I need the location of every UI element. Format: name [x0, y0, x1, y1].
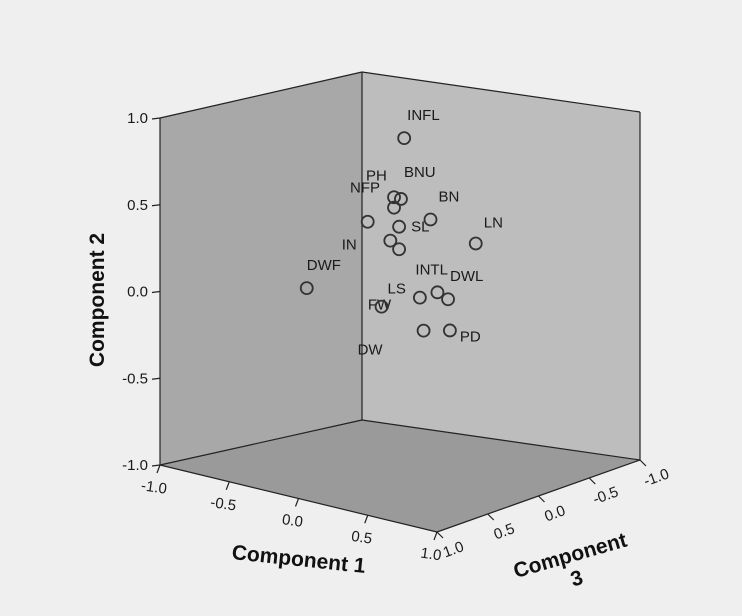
y-tick-label: 0.0 — [127, 284, 148, 301]
y-tick — [151, 377, 161, 380]
data-point-label: FW — [368, 297, 392, 314]
data-point-marker — [394, 192, 408, 206]
y-tick — [151, 464, 161, 467]
data-point-label: PD — [460, 328, 481, 345]
z-tick — [487, 513, 495, 521]
z-tick-label: 0.5 — [492, 520, 517, 543]
x-axis: -1.0 -0.5 0.0 0.5 1.0 — [140, 464, 442, 565]
x-tick — [364, 515, 369, 524]
x-tick-label: 0.5 — [350, 528, 373, 548]
y-tick-label: -0.5 — [122, 370, 148, 387]
y-tick — [151, 117, 161, 120]
x-tick — [294, 498, 300, 507]
data-point-marker — [360, 214, 375, 229]
y-tick-label: 0.5 — [127, 197, 148, 214]
z-tick-label: 1.0 — [441, 538, 466, 561]
plot-box — [159, 71, 641, 533]
data-point-marker — [387, 200, 401, 215]
left-wall — [160, 72, 362, 465]
data-point-label: LN — [484, 214, 503, 231]
data-point-marker — [387, 190, 401, 205]
data-point-label: SL — [411, 219, 429, 236]
data-point-label: NFP — [350, 180, 380, 197]
z-tick — [538, 495, 545, 503]
data-point-label: DWF — [307, 257, 341, 274]
data-point-marker — [412, 290, 427, 305]
data-point-label: LS — [388, 281, 406, 298]
z-tick-label: -1.0 — [641, 465, 671, 490]
x-tick — [225, 481, 230, 490]
data-point-label: IN — [342, 237, 357, 254]
box-edge — [159, 71, 363, 119]
data-point-label: DW — [358, 342, 384, 359]
y-axis-title: Component 2 — [86, 233, 109, 367]
data-point-marker — [441, 292, 455, 307]
data-point-marker — [383, 233, 398, 248]
data-point-label: INTL — [415, 261, 448, 278]
y-axis: 1.0 0.5 0.0 -0.5 -1.0 — [122, 110, 161, 474]
data-point-marker — [468, 236, 483, 251]
box-edge — [361, 419, 641, 461]
x-tick-label: -0.5 — [209, 494, 237, 514]
x-axis-title: Component 1 — [231, 541, 367, 578]
z-axis-title-group: Component 3 — [511, 529, 629, 592]
x-tick-label: 1.0 — [419, 545, 442, 565]
z-tick-label: 0.0 — [542, 502, 567, 525]
y-tick — [151, 204, 161, 207]
data-point-label: DWL — [450, 268, 483, 285]
z-tick — [588, 477, 596, 485]
data-point-marker — [416, 323, 431, 338]
data-point-marker — [392, 242, 407, 257]
z-tick — [639, 459, 647, 467]
x-tick — [433, 531, 438, 541]
z-tick-label: -0.5 — [591, 483, 621, 508]
data-point-marker — [374, 299, 389, 314]
data-points: INFL BNU PH BN LN NFP SL IN INTL DWL FW PD LS DW DWF — [299, 107, 503, 359]
data-point-label: PH — [366, 167, 387, 184]
x-tick-label: -1.0 — [140, 477, 168, 497]
x-tick-label: 0.0 — [281, 511, 304, 531]
z-tick — [436, 531, 444, 539]
data-point-marker — [430, 285, 445, 300]
y-tick-label: -1.0 — [122, 457, 148, 474]
data-point-label: INFL — [407, 107, 440, 124]
floor-plane — [160, 420, 640, 532]
data-point-marker — [442, 323, 457, 338]
box-edge — [159, 419, 363, 466]
x-tick — [156, 464, 161, 474]
back-wall — [362, 72, 640, 460]
data-point-label: BN — [439, 189, 460, 206]
data-point-marker — [423, 212, 438, 227]
data-point-marker — [397, 131, 412, 146]
y-tick-label: 1.0 — [127, 110, 148, 127]
data-point-marker — [392, 219, 407, 234]
data-point-marker — [299, 281, 314, 296]
box-edge — [361, 71, 641, 113]
y-tick — [151, 290, 161, 294]
data-point-label: BNU — [404, 164, 436, 181]
z-axis-title-line2: 3 — [568, 566, 586, 591]
